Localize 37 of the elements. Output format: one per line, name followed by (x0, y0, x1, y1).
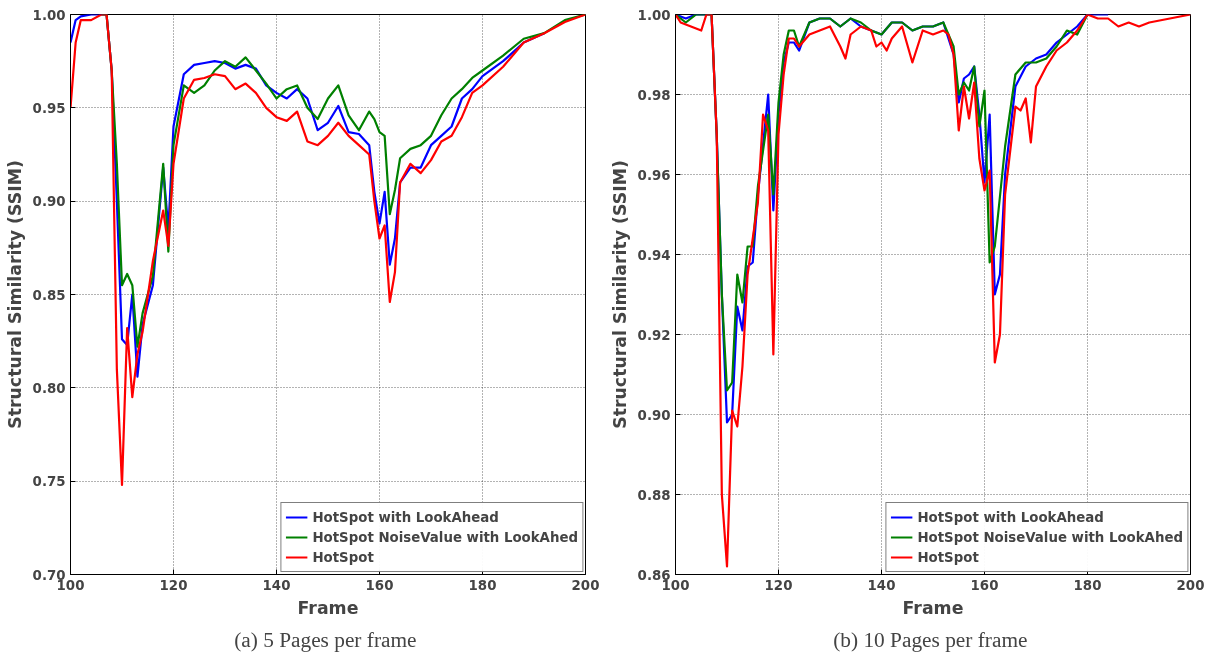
y-tick-label: 1.00 (637, 7, 671, 23)
legend-label: HotSpot NoiseValue with LookAhed (312, 529, 578, 545)
y-tick-label: 0.96 (637, 167, 671, 183)
y-tick-label: 0.85 (32, 287, 66, 303)
legend-label: HotSpot with LookAhead (917, 509, 1104, 525)
legend-label: HotSpot NoiseValue with LookAhed (917, 529, 1183, 545)
y-tick-label: 0.88 (637, 487, 671, 503)
y-tick-label: 0.80 (32, 380, 66, 396)
y-tick-label: 0.98 (637, 87, 671, 103)
y-tick-label: 1.00 (32, 7, 66, 23)
x-axis-title: Frame (297, 597, 359, 618)
line-series (675, 14, 1191, 568)
x-tick-label: 180 (1073, 577, 1102, 593)
y-tick-label: 0.95 (32, 100, 66, 116)
x-tick-label: 120 (159, 577, 188, 593)
legend-label: HotSpot (917, 549, 979, 565)
x-tick-label: 200 (571, 577, 600, 593)
y-tick-label: 0.75 (32, 474, 66, 490)
x-tick-label: 160 (970, 577, 999, 593)
legend-label: HotSpot with LookAhead (312, 509, 499, 525)
text: (b) 10 Pages per frame (833, 627, 1028, 652)
x-tick-label: 180 (468, 577, 497, 593)
y-axis-title: Structural Similarity (SSIM) (609, 160, 630, 429)
x-tick-label: 140 (262, 577, 291, 593)
y-tick-label: 0.94 (637, 247, 671, 263)
y-tick-label: 0.90 (637, 407, 671, 423)
x-tick-label: 200 (1176, 577, 1205, 593)
text: (a) 5 Pages per frame (234, 627, 417, 652)
y-tick-label: 0.90 (32, 194, 66, 210)
x-axis-title: Frame (902, 597, 964, 618)
x-tick-label: 140 (867, 577, 896, 593)
y-tick-label: 0.92 (637, 327, 671, 343)
line-series (70, 14, 586, 486)
legend-label: HotSpot (312, 549, 374, 565)
y-axis-title: Structural Similarity (SSIM) (4, 160, 25, 429)
x-tick-label: 160 (365, 577, 394, 593)
x-tick-label: 120 (764, 577, 793, 593)
